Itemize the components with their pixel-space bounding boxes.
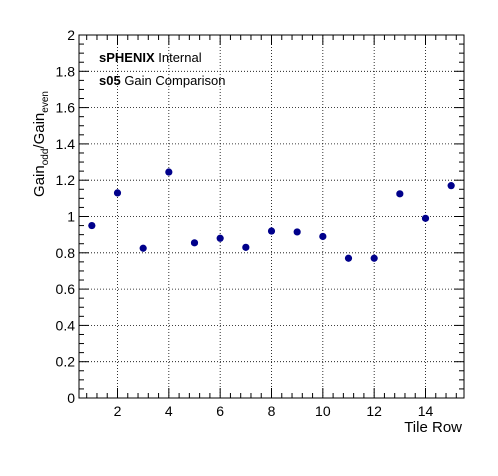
svg-text:s05 Gain Comparison: s05 Gain Comparison <box>99 73 225 88</box>
y-axis-title-sep: /Gain <box>31 113 48 149</box>
data-point <box>421 214 430 222</box>
y-tick-label: 0 <box>67 390 75 406</box>
annotation-text: Gain Comparison <box>121 73 226 88</box>
x-tick-label: 10 <box>315 403 331 419</box>
annotation-text: Internal <box>155 50 202 65</box>
data-point <box>293 228 301 236</box>
data-points <box>88 168 455 262</box>
y-tick-label: 0.4 <box>56 317 76 333</box>
data-point <box>190 239 199 247</box>
annotation-gain-comparison: s05 Gain Comparison <box>99 73 225 88</box>
x-tick-label: 14 <box>418 403 434 419</box>
y-tick-label: 1 <box>67 209 75 225</box>
x-tick-label: 2 <box>114 403 122 419</box>
grid-lines <box>79 35 464 398</box>
data-point <box>165 168 173 176</box>
y-axis-title: Gainodd/Gaineven <box>31 91 51 197</box>
x-axis-title: Tile Row <box>404 419 462 436</box>
data-point <box>113 189 122 197</box>
data-point <box>447 182 455 190</box>
data-point <box>88 221 96 230</box>
y-tick-label: 1.8 <box>56 63 76 79</box>
y-tick-label: 0.8 <box>56 245 76 261</box>
data-point <box>370 254 378 262</box>
data-point <box>267 227 276 235</box>
y-axis-title-base: Gain <box>31 165 48 197</box>
y-tick-label: 1.4 <box>56 136 76 152</box>
x-tick-label: 4 <box>165 403 173 419</box>
y-tick-label: 0.2 <box>56 354 76 370</box>
data-point <box>396 190 404 198</box>
data-point <box>319 232 327 241</box>
x-tick-label: 6 <box>216 403 224 419</box>
y-axis-title-sub-even: even <box>40 91 51 113</box>
axes: 2 4 6 8 10 12 14 0 0.2 0.4 0.6 0.8 1 1.2 1.4 1.6 1.8 2 <box>56 27 465 419</box>
x-tick-label: 8 <box>268 403 276 419</box>
y-tick-label: 1.2 <box>56 172 76 188</box>
annotation-sphenix: sPHENIX Internal <box>99 50 202 65</box>
annotation-bold: s05 <box>99 73 121 88</box>
data-point <box>216 234 224 242</box>
x-tick-label: 12 <box>366 403 382 419</box>
y-tick-label: 0.6 <box>56 281 76 297</box>
y-tick-label: 1.6 <box>56 100 76 116</box>
data-point <box>344 254 353 262</box>
svg-text:sPHENIX Internal: sPHENIX Internal <box>99 50 202 65</box>
data-point <box>242 243 250 251</box>
y-axis-title-sub-odd: odd <box>40 149 51 166</box>
annotation-bold: sPHENIX <box>99 50 155 65</box>
data-point <box>139 244 147 252</box>
y-tick-label: 2 <box>67 27 75 43</box>
